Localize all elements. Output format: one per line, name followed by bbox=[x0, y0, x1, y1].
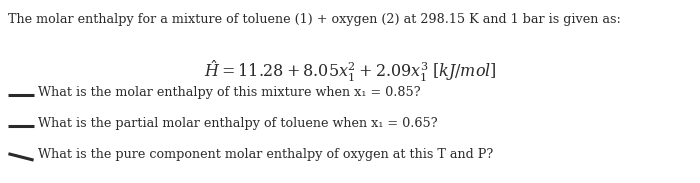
Text: The molar enthalpy for a mixture of toluene (1) + oxygen (2) at 298.15 K and 1 b: The molar enthalpy for a mixture of tolu… bbox=[8, 13, 622, 26]
Text: What is the partial molar enthalpy of toluene when x₁ = 0.65?: What is the partial molar enthalpy of to… bbox=[38, 117, 438, 130]
Text: $\hat{H} = 11.28 + 8.05x_1^2 + 2.09x_1^3\;[kJ/mol]$: $\hat{H} = 11.28 + 8.05x_1^2 + 2.09x_1^3… bbox=[204, 59, 496, 84]
Text: What is the molar enthalpy of this mixture when x₁ = 0.85?: What is the molar enthalpy of this mixtu… bbox=[38, 86, 421, 99]
Text: What is the pure component molar enthalpy of oxygen at this T and P?: What is the pure component molar enthalp… bbox=[38, 148, 493, 161]
